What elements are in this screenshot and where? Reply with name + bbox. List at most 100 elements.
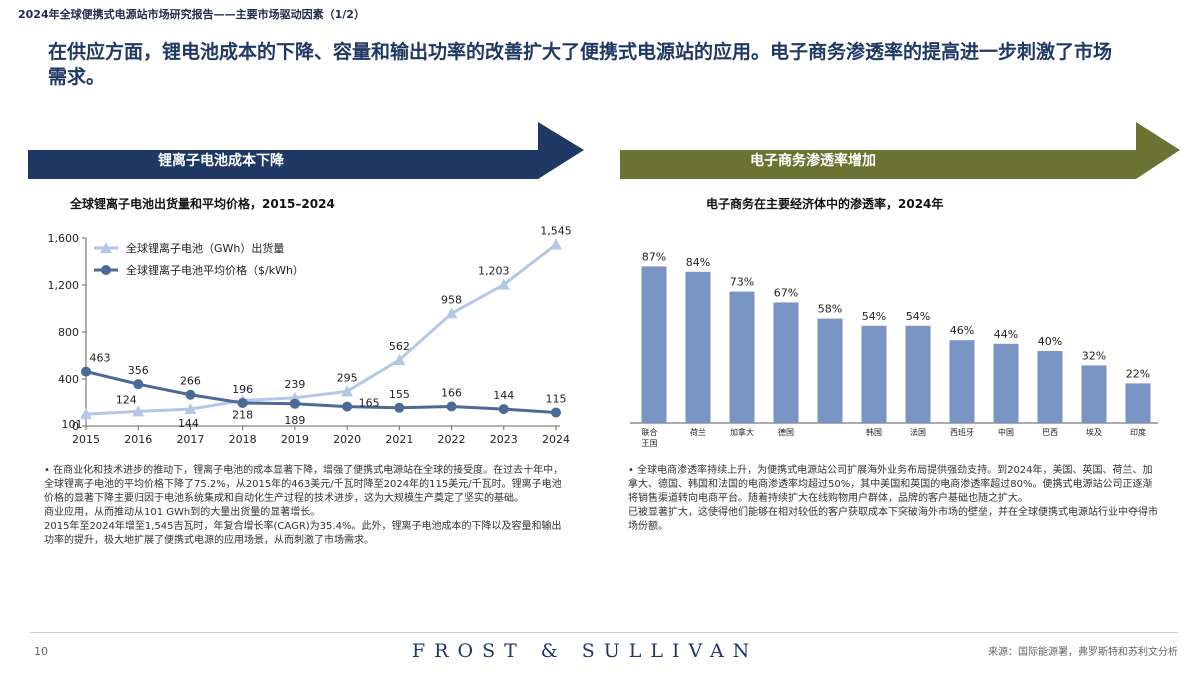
report-title: 2024年全球便携式电源站市场研究报告——主要市场驱动因素（1/2） [18,8,365,21]
right-bullet-text: • 全球电商渗透率持续上升，为便携式电源站公司扩展海外业务布局提供强劲支持。到2… [628,465,1158,532]
legend-label: 全球锂离子电池（GWh）出货量 [126,241,284,255]
price-point [446,401,457,412]
bar-value-label: 44% [994,328,1018,341]
bar-category-label: 荷兰 [690,427,706,437]
left-chart-title: 全球锂离子电池出货量和平均价格，2015–2024 [70,197,335,211]
bar-category-label: 中国 [998,427,1014,437]
bar-value-label: 58% [818,303,842,316]
line-chart-axes: 0 400 800 1,200 1,600 2015 2016 2017 2018 2019 202… [48,232,571,446]
shipment-point [184,403,197,415]
shipment-data-label: 1,203 [478,265,510,278]
shipment-data-label: 958 [441,293,462,306]
series-line-2 [85,370,557,414]
line-chart-data-labels: 101 124 144 218 239 295 562 958 1,203 1,545 463 356… [62,224,572,431]
shipment-point [80,408,92,420]
x-tick-label: 2024 [542,433,570,446]
legend-circle-icon [101,265,111,275]
bar-category-label: 德国 [778,427,794,437]
price-data-label: 115 [546,392,567,405]
price-point [185,389,196,400]
x-tick-label: 2016 [124,433,152,446]
price-point [81,366,91,377]
bar-category-label: 埃及 [1086,427,1102,437]
bar-value-label: 54% [906,310,930,323]
legend-triangle-icon [100,242,112,253]
x-tick-label: 2023 [490,433,518,446]
x-tick-label: 2018 [229,433,257,446]
bar [685,271,711,423]
shipment-point [132,405,145,417]
price-point [498,404,509,415]
bar [861,325,887,423]
bar-value-label: 84% [686,256,710,269]
bar [773,302,799,423]
legend-label: 全球锂离子电池平均价格（$/kWh） [126,263,304,277]
bar-value-label: 40% [1038,335,1062,348]
y-tick-label: 1,600 [48,232,80,245]
bar-category-label: 印度 [1130,427,1146,437]
x-tick-label: 2021 [385,433,413,446]
price-point [551,407,561,418]
left-banner-arrow-icon [28,122,584,179]
bar-category-label: 法国 [910,427,926,437]
shipment-point [341,385,354,397]
shipment-point [497,278,510,290]
bar [1125,383,1151,423]
y-tick-label: 1,200 [48,279,80,292]
bar [817,318,843,423]
bar-value-label: 46% [950,324,974,337]
shipment-data-label: 295 [337,371,358,384]
left-banner: 锂离子电池成本下降 [28,122,584,179]
shipment-data-label: 144 [178,417,199,430]
series-line-1 [85,243,557,416]
price-point [394,402,405,413]
right-banner-label: 电子商务渗透率增加 [750,153,876,169]
line-chart-series [80,238,562,420]
bar [1081,365,1107,423]
shipment-point [550,238,562,250]
shipment-point [393,353,406,365]
bar-value-label: 22% [1126,367,1150,380]
bar [641,266,667,423]
bar [993,343,1019,423]
bar [905,325,931,423]
x-tick-label: 2017 [176,433,204,446]
shipment-data-label: 239 [284,378,305,391]
right-chart-title: 电子商务在主要经济体中的渗透率，2024年 [706,197,944,211]
price-data-label: 266 [180,375,201,388]
bar-category-label: 加拿大 [730,427,754,437]
price-point [342,401,353,412]
price-data-label: 166 [441,386,462,399]
bar-category-label: 西班牙 [950,427,974,437]
bar-category-label: 王国 [642,439,658,448]
bar-value-label: 32% [1082,349,1106,362]
footer-divider [30,632,1178,633]
right-banner-arrow-icon [620,122,1180,179]
price-point [237,397,248,408]
bar-category-label: 韩国 [866,427,882,437]
shipment-data-label: 124 [116,393,137,406]
shipment-data-label: 1,545 [540,224,572,237]
bar [1037,351,1063,423]
left-banner-label: 锂离子电池成本下降 [158,153,284,169]
price-data-label: 144 [493,389,514,402]
x-tick-label: 2015 [72,433,100,446]
right-banner: 电子商务渗透率增加 [620,122,1180,179]
shipment-point [445,307,458,319]
x-tick-label: 2022 [438,433,466,446]
bar-category-label: 联合 [642,427,658,437]
shipment-data-label: 101 [62,418,83,431]
shipment-data-label: 562 [389,340,410,353]
price-point [289,398,300,409]
price-data-label: 189 [284,414,305,427]
price-point [133,379,144,390]
price-data-label: 165 [359,397,380,410]
y-tick-label: 400 [58,373,79,386]
line-chart: 0 400 800 1,200 1,600 2015 2016 2017 2018 2019 202… [48,224,572,446]
price-data-label: 196 [232,383,253,396]
bar [949,340,975,423]
price-data-label: 463 [90,352,111,365]
source-note: 来源：国际能源署，弗罗斯特和苏利文分析 [988,647,1178,658]
